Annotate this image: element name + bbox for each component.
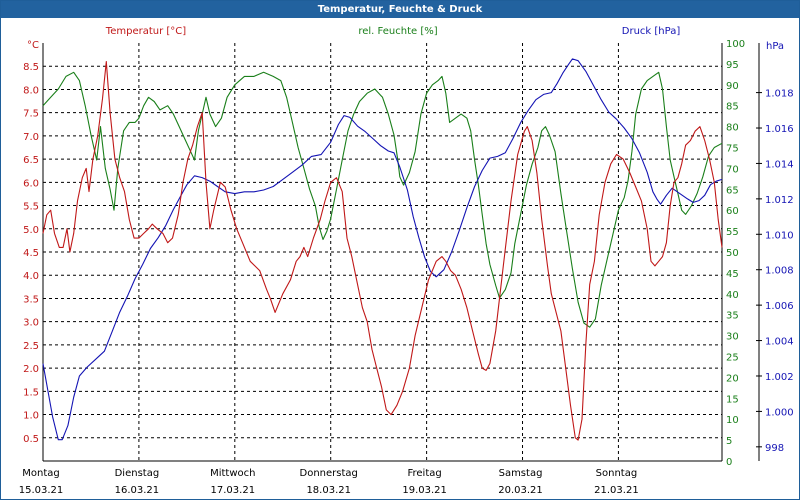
temperature-axis-title: Temperatur [°C] xyxy=(105,26,186,37)
temperature-tick-label: 3.0 xyxy=(23,318,39,329)
humidity-tick-label: 70 xyxy=(726,164,739,175)
temperature-tick-label: 5.0 xyxy=(23,225,39,236)
pressure-unit-label: hPa xyxy=(766,41,784,52)
temperature-series-line xyxy=(42,61,723,441)
day-label: Mittwoch xyxy=(210,468,255,479)
day-label: Montag xyxy=(22,468,59,479)
date-label: 16.03.21 xyxy=(115,485,160,496)
humidity-tick-label: 10 xyxy=(726,415,739,426)
temperature-tick-label: 8.5 xyxy=(23,62,39,73)
temperature-tick-label: 7.5 xyxy=(23,109,39,120)
humidity-tick-label: 80 xyxy=(726,123,739,134)
series-lines xyxy=(42,58,723,441)
chart-title: Temperatur, Feuchte & Druck xyxy=(1,1,799,18)
temperature-tick-label: 1.5 xyxy=(23,387,39,398)
pressure-tick-label: 1.006 xyxy=(765,301,794,312)
humidity-tick-label: 90 xyxy=(726,81,739,92)
pressure-tick-label: 1.014 xyxy=(765,159,794,170)
day-label: Samstag xyxy=(499,468,543,479)
humidity-tick-label: 0 xyxy=(726,457,732,468)
temperature-tick-label: 7.0 xyxy=(23,132,39,143)
pressure-tick-label: 1.012 xyxy=(765,195,794,206)
pressure-tick-label: 1.004 xyxy=(765,337,794,348)
temperature-tick-label: 3.5 xyxy=(23,294,39,305)
temperature-tick-label: 6.0 xyxy=(23,178,39,189)
humidity-axis-title: rel. Feuchte [%] xyxy=(358,26,437,37)
pressure-tick-label: 1.002 xyxy=(765,372,794,383)
humidity-tick-label: 45 xyxy=(726,269,739,280)
humidity-tick-label: 95 xyxy=(726,60,739,71)
pressure-tick-label: 1.000 xyxy=(765,407,794,418)
date-label: 20.03.21 xyxy=(498,485,543,496)
humidity-tick-label: 85 xyxy=(726,102,739,113)
humidity-tick-label: 60 xyxy=(726,206,739,217)
temperature-tick-label: 5.5 xyxy=(23,202,39,213)
pressure-series-line xyxy=(42,58,723,441)
humidity-tick-label: 50 xyxy=(726,248,739,259)
tick-labels: 0.5 1.0 1.5 2.0 2.5 3.0 3.5 4.0 4.5 5.0 5.5 6.0 6.5 7… xyxy=(23,39,794,468)
pressure-tick-label: 998 xyxy=(765,443,784,454)
humidity-tick-label: 30 xyxy=(726,332,739,343)
day-label: Freitag xyxy=(407,468,441,479)
humidity-tick-label: 25 xyxy=(726,353,739,364)
temperature-unit-label: °C xyxy=(27,40,39,51)
x-axis-labels: Montag 15.03.21 Dienstag 16.03.21 Mittwoch 17… xyxy=(19,468,639,496)
humidity-tick-label: 55 xyxy=(726,227,739,238)
humidity-tick-label: 100 xyxy=(726,39,745,50)
day-label: Donnerstag xyxy=(300,468,358,479)
day-label: Dienstag xyxy=(115,468,160,479)
day-label: Sonntag xyxy=(596,468,638,479)
humidity-tick-label: 5 xyxy=(726,436,732,447)
humidity-tick-label: 20 xyxy=(726,373,739,384)
temperature-tick-label: 4.0 xyxy=(23,271,39,282)
humidity-tick-label: 75 xyxy=(726,144,739,155)
temperature-tick-label: 0.5 xyxy=(23,434,39,445)
humidity-tick-label: 15 xyxy=(726,394,739,405)
pressure-tick-label: 1.010 xyxy=(765,230,794,241)
humidity-tick-label: 35 xyxy=(726,311,739,322)
pressure-tick-label: 1.016 xyxy=(765,124,794,135)
temperature-tick-label: 6.5 xyxy=(23,155,39,166)
grid-lines xyxy=(43,43,722,461)
temperature-tick-label: 1.0 xyxy=(23,411,39,422)
humidity-series-line xyxy=(42,71,723,328)
axis-lines xyxy=(42,43,760,462)
temperature-tick-label: 8.0 xyxy=(23,85,39,96)
pressure-tick-label: 1.008 xyxy=(765,266,794,277)
humidity-tick-label: 65 xyxy=(726,185,739,196)
date-label: 18.03.21 xyxy=(306,485,351,496)
pressure-tick-label: 1.018 xyxy=(765,89,794,100)
date-label: 19.03.21 xyxy=(402,485,447,496)
date-label: 21.03.21 xyxy=(594,485,639,496)
temperature-tick-label: 2.5 xyxy=(23,341,39,352)
pressure-axis-title: Druck [hPa] xyxy=(622,26,681,37)
date-label: 17.03.21 xyxy=(211,485,256,496)
temperature-tick-label: 4.5 xyxy=(23,248,39,259)
temperature-tick-label: 2.0 xyxy=(23,364,39,375)
date-label: 15.03.21 xyxy=(19,485,64,496)
humidity-tick-label: 40 xyxy=(726,290,739,301)
